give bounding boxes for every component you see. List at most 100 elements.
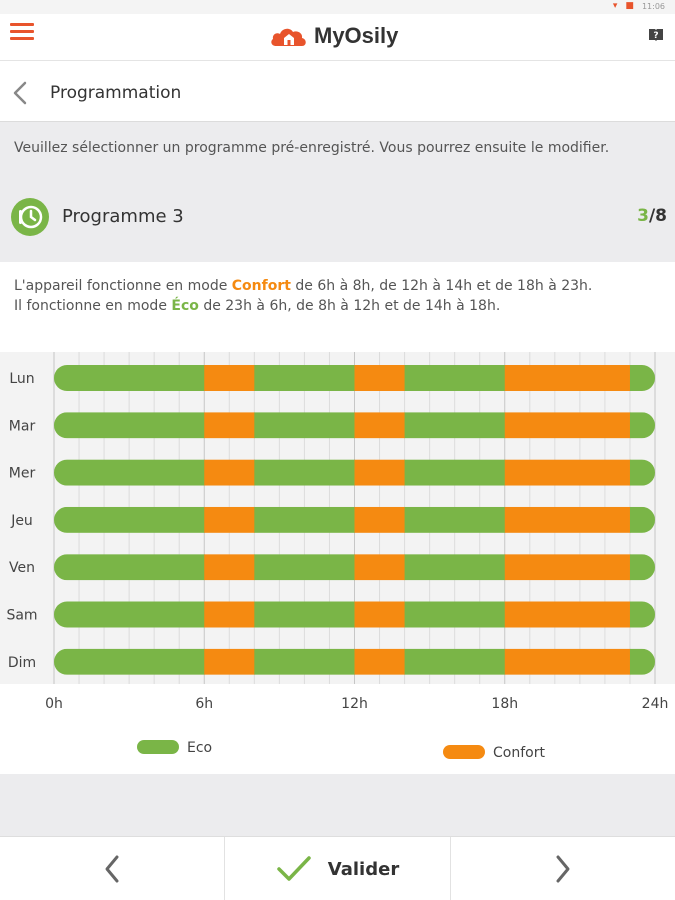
segment-confort: [204, 554, 255, 581]
segment-confort: [204, 459, 255, 486]
x-tick-label: 6h: [195, 696, 213, 712]
segment-confort: [354, 412, 406, 439]
program-selector[interactable]: Programme 3 3/8: [0, 184, 675, 250]
segment-eco: [629, 412, 655, 439]
day-bar-Dim: [54, 648, 655, 675]
svg-text:?: ?: [653, 31, 658, 41]
description-line-2-prefix: Il fonctionne en mode: [14, 298, 172, 314]
back-chevron-left-icon[interactable]: [10, 80, 30, 106]
app-header: MyOsily ?: [0, 14, 675, 60]
segment-eco: [404, 506, 506, 533]
chevron-left-icon: [105, 855, 119, 883]
description-line-1: L'appareil fonctionne en mode Confort de…: [14, 278, 592, 294]
segment-confort: [204, 506, 255, 533]
segment-confort: [204, 601, 255, 628]
segment-eco: [404, 412, 506, 439]
segment-confort: [504, 459, 631, 486]
day-label: Sam: [6, 608, 37, 624]
description-line-1-prefix: L'appareil fonctionne en mode: [14, 278, 232, 294]
segment-eco: [629, 648, 655, 675]
segment-eco: [404, 601, 506, 628]
intro-text: Veuillez sélectionner un programme pré-e…: [14, 140, 610, 156]
segment-eco: [629, 554, 655, 581]
segment-eco: [54, 365, 205, 391]
description-line-2: Il fonctionne en mode Éco de 23h à 6h, d…: [14, 298, 500, 314]
day-label: Mer: [9, 466, 36, 482]
checkmark-icon: [277, 856, 311, 881]
segment-confort: [204, 365, 255, 391]
chevron-right-icon: [556, 855, 570, 883]
segment-confort: [504, 412, 631, 439]
segment-eco: [254, 412, 355, 439]
segment-eco: [54, 459, 205, 486]
status-time: 11:06: [641, 1, 665, 11]
clock-program-icon[interactable]: [10, 197, 50, 237]
segment-confort: [504, 554, 631, 581]
status-bar: ▾ ■ 11:06: [0, 0, 675, 14]
day-bar-Ven: [54, 554, 655, 581]
day-label: Lun: [9, 371, 34, 387]
day-label: Ven: [9, 560, 35, 576]
page-title: Programmation: [50, 83, 182, 103]
segment-confort: [204, 412, 255, 439]
segment-confort: [504, 648, 631, 675]
segment-eco: [404, 459, 506, 486]
segment-eco: [404, 365, 506, 391]
validate-button[interactable]: Valider: [225, 837, 451, 900]
legend-swatch-confort: [443, 745, 485, 759]
program-counter: 3/8: [637, 206, 667, 226]
status-icons: ▾ ■ 11:06: [613, 1, 665, 11]
segment-eco: [404, 648, 506, 675]
segment-eco: [629, 601, 655, 628]
hamburger-menu-icon[interactable]: [10, 23, 34, 41]
segment-confort: [354, 601, 406, 628]
segment-eco: [54, 506, 205, 533]
previous-program-button[interactable]: [0, 837, 225, 900]
segment-eco: [254, 365, 355, 391]
segment-confort: [354, 554, 406, 581]
day-bar-Lun: [54, 365, 655, 391]
segment-eco: [254, 459, 355, 486]
day-bar-Mar: [54, 412, 655, 439]
segment-confort: [354, 365, 406, 391]
segment-confort: [504, 365, 631, 391]
segment-confort: [504, 506, 631, 533]
segment-eco: [54, 601, 205, 628]
program-current-index: 3: [637, 206, 649, 226]
validate-label: Valider: [327, 858, 400, 880]
segment-eco: [404, 554, 506, 581]
next-program-button[interactable]: [451, 837, 675, 900]
day-label: Dim: [8, 655, 36, 671]
segment-eco: [254, 648, 355, 675]
help-book-icon[interactable]: ?: [647, 26, 665, 44]
segment-eco: [54, 412, 205, 439]
battery-icon: ■: [625, 1, 634, 11]
x-tick-label: 18h: [491, 696, 518, 712]
program-description: L'appareil fonctionne en mode Confort de…: [0, 262, 675, 334]
day-bar-Jeu: [54, 506, 655, 533]
day-label: Mar: [9, 418, 36, 434]
program-name[interactable]: Programme 3: [62, 206, 184, 227]
segment-confort: [204, 648, 255, 675]
segment-confort: [504, 601, 631, 628]
segment-eco: [629, 506, 655, 533]
legend-label-confort: Confort: [493, 745, 545, 761]
house-cloud-logo-icon: [271, 28, 306, 46]
segment-eco: [254, 506, 355, 533]
schedule-chart-svg: Lun Mar Mer Jeu Ven Sam Dim 0h 6h 12h 18h 24h Eco Con…: [0, 352, 675, 761]
segment-eco: [54, 554, 205, 581]
segment-eco: [629, 365, 655, 391]
segment-confort: [354, 506, 406, 533]
day-bar-Mer: [54, 459, 655, 486]
segment-eco: [629, 459, 655, 486]
legend-swatch-eco: [137, 740, 179, 754]
intro-section: Veuillez sélectionner un programme pré-e…: [0, 122, 675, 184]
eco-mode-label: Éco: [171, 298, 199, 314]
segment-eco: [54, 648, 205, 675]
nav-bar: Programmation: [0, 60, 675, 122]
bottom-action-bar: Valider: [0, 836, 675, 900]
x-tick-label: 12h: [341, 696, 368, 712]
x-tick-label: 0h: [45, 696, 63, 712]
app-logo: MyOsily: [270, 22, 398, 50]
schedule-chart: Lun Mar Mer Jeu Ven Sam Dim 0h 6h 12h 18h 24h Eco Con…: [0, 334, 675, 774]
